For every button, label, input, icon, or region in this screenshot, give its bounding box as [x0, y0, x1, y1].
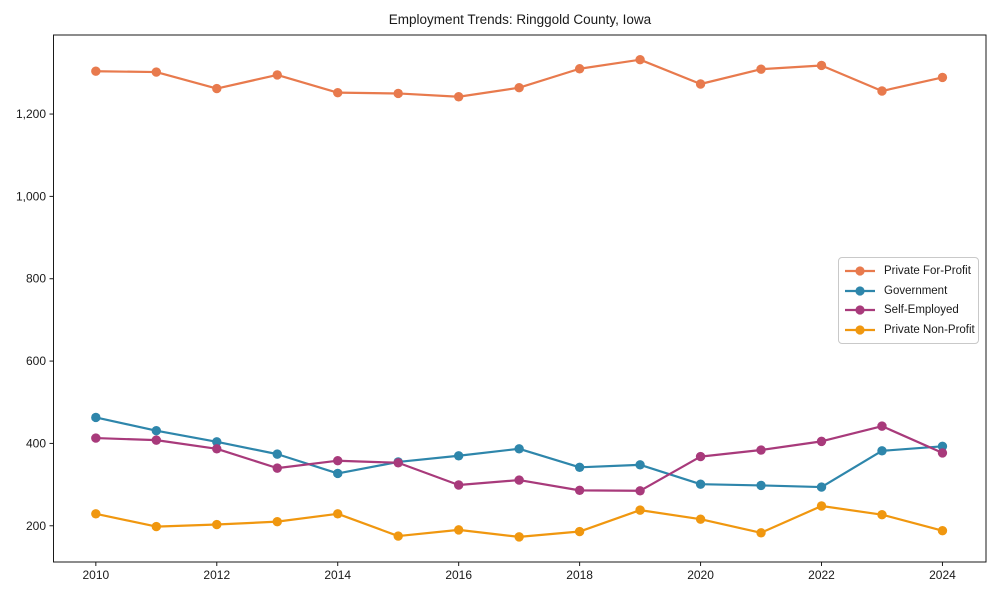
data-point: [91, 509, 101, 519]
legend-item: Self-Employed: [844, 301, 974, 320]
data-point: [756, 64, 766, 74]
data-point: [514, 83, 524, 93]
legend-dot-sample: [855, 266, 865, 276]
data-point: [272, 463, 282, 473]
chart-title: Employment Trends: Ringgold County, Iowa: [388, 12, 652, 27]
legend-dot-sample: [855, 305, 865, 315]
x-axis-tick-label: 2014: [324, 568, 351, 582]
legend-marker-icon: [845, 305, 875, 315]
legend-label: Private Non-Profit: [884, 324, 975, 337]
data-point: [91, 412, 101, 423]
data-point: [212, 83, 222, 94]
data-point: [333, 456, 343, 466]
data-point: [272, 516, 282, 527]
legend-label: Government: [884, 284, 948, 297]
data-point: [514, 444, 524, 454]
data-point: [816, 501, 827, 511]
data-point: [937, 441, 948, 452]
data-point: [877, 421, 887, 431]
data-point: [333, 509, 343, 519]
data-point: [91, 433, 101, 443]
data-point: [212, 519, 222, 530]
data-point: [333, 468, 343, 479]
data-point: [514, 532, 524, 542]
data-point: [937, 526, 948, 536]
y-axis-tick-label: 200: [26, 519, 46, 533]
y-axis-tick-label: 1,200: [16, 107, 46, 121]
legend-label: Private For-Profit: [884, 264, 971, 277]
y-axis-tick-label: 800: [26, 272, 46, 286]
data-point: [756, 480, 766, 491]
data-point: [635, 460, 645, 470]
data-point: [756, 528, 766, 538]
x-axis-tick-label: 2016: [445, 568, 472, 582]
data-point: [877, 509, 887, 520]
data-point: [574, 64, 585, 74]
legend-marker-icon: [845, 325, 875, 335]
y-axis-tick-label: 600: [26, 354, 46, 368]
legend-item: Private Non-Profit: [844, 321, 975, 340]
x-axis-tick-label: 2018: [566, 568, 593, 582]
data-point: [393, 531, 403, 541]
data-point: [635, 505, 645, 515]
legend: Private For-Profit Government Self-Employe…: [838, 257, 979, 344]
data-point: [453, 525, 464, 535]
data-point: [877, 86, 887, 96]
data-point: [816, 436, 827, 447]
x-axis-tick-label: 2024: [929, 568, 956, 582]
data-point: [937, 72, 948, 83]
data-point: [453, 451, 464, 461]
data-point: [574, 526, 585, 537]
data-point: [574, 462, 585, 473]
data-point: [695, 79, 706, 89]
data-point: [937, 448, 948, 458]
y-axis-tick-label: 400: [26, 436, 46, 450]
x-axis-tick-label: 2020: [687, 568, 714, 582]
data-point: [695, 451, 706, 462]
data-point: [453, 480, 464, 490]
legend-marker-icon: [845, 286, 875, 296]
data-point: [272, 449, 282, 459]
data-point: [151, 521, 162, 532]
data-point: [393, 458, 403, 468]
data-point: [695, 514, 706, 524]
data-point: [514, 475, 524, 485]
legend-dot-sample: [855, 286, 865, 296]
axes-spines: [53, 34, 987, 563]
data-point: [635, 486, 645, 496]
data-point: [212, 437, 222, 447]
data-point: [877, 446, 887, 456]
legend-item: Private For-Profit: [844, 261, 974, 280]
y-axis-tick-label: 1,000: [16, 189, 46, 203]
data-point: [816, 60, 827, 71]
data-point: [756, 445, 766, 455]
data-point: [212, 444, 222, 454]
data-point: [574, 485, 585, 496]
x-axis-tick-label: 2012: [203, 568, 230, 582]
data-point: [816, 482, 827, 492]
data-point: [393, 88, 403, 99]
data-point: [151, 67, 162, 77]
data-point: [272, 70, 282, 80]
x-axis-tick-label: 2022: [808, 568, 835, 582]
legend-label: Self-Employed: [884, 304, 959, 317]
data-point: [151, 435, 162, 445]
data-point: [333, 87, 343, 98]
data-point: [635, 55, 645, 65]
data-point: [151, 425, 162, 436]
data-point: [91, 66, 101, 76]
legend-dot-sample: [855, 325, 865, 335]
x-axis-tick-label: 2010: [82, 568, 109, 582]
data-point: [453, 92, 464, 102]
legend-marker-icon: [845, 266, 875, 276]
data-point: [695, 479, 706, 489]
legend-item: Government: [844, 281, 974, 300]
